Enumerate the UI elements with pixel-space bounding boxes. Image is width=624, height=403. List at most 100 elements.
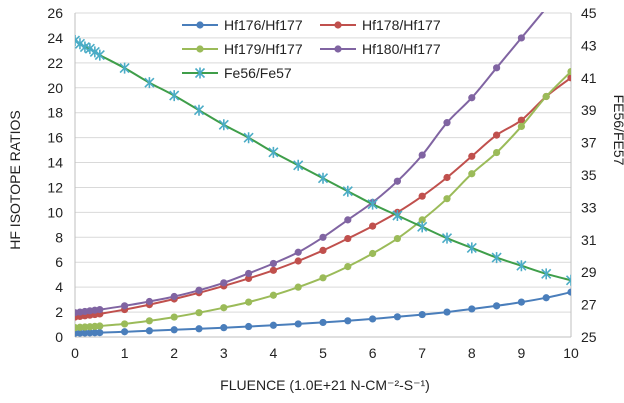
legend-swatch-marker (334, 21, 342, 29)
data-point-hf176-hf177 (542, 294, 550, 302)
data-point-hf176-hf177 (269, 321, 277, 329)
data-point-hf178-hf177 (567, 74, 571, 82)
data-point-fe56-fe57 (218, 119, 229, 131)
data-point-hf180-hf177 (443, 119, 451, 127)
x-tick-label: 1 (121, 345, 129, 361)
legend-label: Hf179/Hf177 (224, 41, 303, 57)
y-tick-label: 0 (55, 329, 63, 345)
data-point-hf176-hf177 (369, 315, 377, 323)
y2-tick-label: 27 (581, 297, 597, 313)
data-point-hf180-hf177 (269, 259, 277, 268)
series-hf178-hf177 (75, 74, 571, 321)
data-point-hf176-hf177 (294, 320, 302, 328)
y-tick-label: 18 (47, 105, 63, 121)
y-tick-label: 26 (47, 5, 63, 21)
data-point-fe56-fe57 (516, 260, 527, 272)
data-point-hf179-hf177 (195, 309, 203, 317)
y2-tick-label: 29 (581, 264, 597, 280)
data-point-hf176-hf177 (245, 322, 253, 331)
x-tick-label: 0 (71, 345, 79, 361)
data-point-hf178-hf177 (344, 234, 352, 243)
data-point-fe56-fe57 (392, 210, 403, 221)
y2-tick-label: 41 (581, 70, 597, 86)
data-point-hf179-hf177 (121, 320, 129, 328)
data-point-hf176-hf177 (468, 305, 476, 313)
data-point-hf179-hf177 (542, 92, 550, 101)
x-tick-label: 8 (468, 345, 476, 361)
y-tick-label: 10 (47, 204, 63, 220)
data-point-hf179-hf177 (170, 313, 178, 321)
data-point-hf179-hf177 (493, 148, 501, 157)
data-point-hf176-hf177 (170, 326, 178, 334)
data-point-hf180-hf177 (468, 94, 476, 102)
data-point-fe56-fe57 (317, 172, 329, 184)
y-tick-label: 8 (55, 229, 63, 245)
data-point-hf180-hf177 (245, 269, 253, 278)
data-point-fe56-fe57 (89, 46, 100, 58)
y2-tick-label: 25 (581, 329, 597, 345)
data-point-hf180-hf177 (145, 297, 153, 306)
data-point-fe56-fe57 (417, 221, 428, 233)
data-point-fe56-fe57 (94, 49, 105, 61)
x-tick-label: 6 (369, 345, 377, 361)
axes: 0246810121416182022242625272931333537394… (47, 5, 596, 361)
x-tick-label: 9 (518, 345, 526, 361)
series-hf179-hf177 (75, 67, 571, 332)
y-tick-label: 16 (47, 130, 63, 146)
legend-label: Hf178/Hf177 (362, 17, 441, 33)
y-tick-label: 6 (55, 254, 63, 270)
data-point-hf180-hf177 (121, 302, 129, 310)
legend-swatch-marker (196, 21, 204, 29)
data-point-hf180-hf177 (393, 177, 401, 185)
data-point-fe56-fe57 (84, 43, 95, 55)
data-point-hf179-hf177 (220, 304, 228, 312)
data-point-hf176-hf177 (493, 302, 501, 310)
data-point-hf178-hf177 (245, 274, 253, 283)
legend-item-hf176-hf177: Hf176/Hf177 (182, 17, 303, 33)
y-tick-label: 4 (55, 279, 63, 295)
data-point-fe56-fe57 (119, 62, 130, 74)
data-point-hf180-hf177 (294, 248, 302, 256)
series-line-hf179-hf177 (75, 70, 571, 329)
x-tick-label: 7 (418, 345, 426, 361)
data-point-fe56-fe57 (466, 242, 477, 254)
x-tick-label: 2 (170, 345, 178, 361)
data-point-hf178-hf177 (319, 246, 327, 254)
data-point-hf176-hf177 (418, 310, 426, 319)
y-tick-label: 20 (47, 80, 63, 96)
x-tick-label: 3 (220, 345, 228, 361)
legend-item-hf178-hf177: Hf178/Hf177 (320, 17, 441, 33)
data-point-hf179-hf177 (369, 249, 377, 258)
y-tick-label: 12 (47, 179, 63, 195)
y-axis-title: HF ISOTOPE RATIOS (7, 110, 23, 250)
data-point-hf180-hf177 (344, 216, 352, 224)
data-point-fe56-fe57 (144, 77, 155, 89)
data-point-hf180-hf177 (517, 34, 526, 42)
data-point-fe56-fe57 (169, 90, 180, 102)
x-tick-label: 4 (270, 345, 278, 361)
data-point-hf180-hf177 (493, 64, 501, 72)
data-point-fe56-fe57 (243, 132, 254, 144)
y-tick-label: 22 (47, 55, 63, 71)
data-point-hf176-hf177 (319, 318, 327, 327)
data-point-hf179-hf177 (319, 274, 327, 282)
data-point-hf176-hf177 (517, 298, 526, 306)
data-point-hf178-hf177 (294, 257, 302, 265)
legend-swatch-marker (194, 67, 206, 79)
data-point-hf180-hf177 (319, 233, 327, 241)
data-point-fe56-fe57 (565, 274, 571, 286)
data-point-hf179-hf177 (468, 170, 476, 178)
data-point-fe56-fe57 (441, 232, 453, 244)
data-point-hf179-hf177 (245, 298, 253, 306)
y2-tick-label: 39 (581, 102, 597, 118)
data-point-hf178-hf177 (369, 222, 377, 230)
data-point-hf179-hf177 (418, 216, 426, 224)
data-point-hf176-hf177 (344, 317, 352, 325)
legend: Hf176/Hf177 Hf178/Hf177 Hf179/Hf177 Hf180/H… (182, 17, 441, 81)
data-point-hf176-hf177 (567, 288, 571, 296)
data-point-hf179-hf177 (294, 283, 302, 291)
data-point-hf178-hf177 (468, 152, 476, 160)
legend-swatch-marker (196, 45, 204, 53)
